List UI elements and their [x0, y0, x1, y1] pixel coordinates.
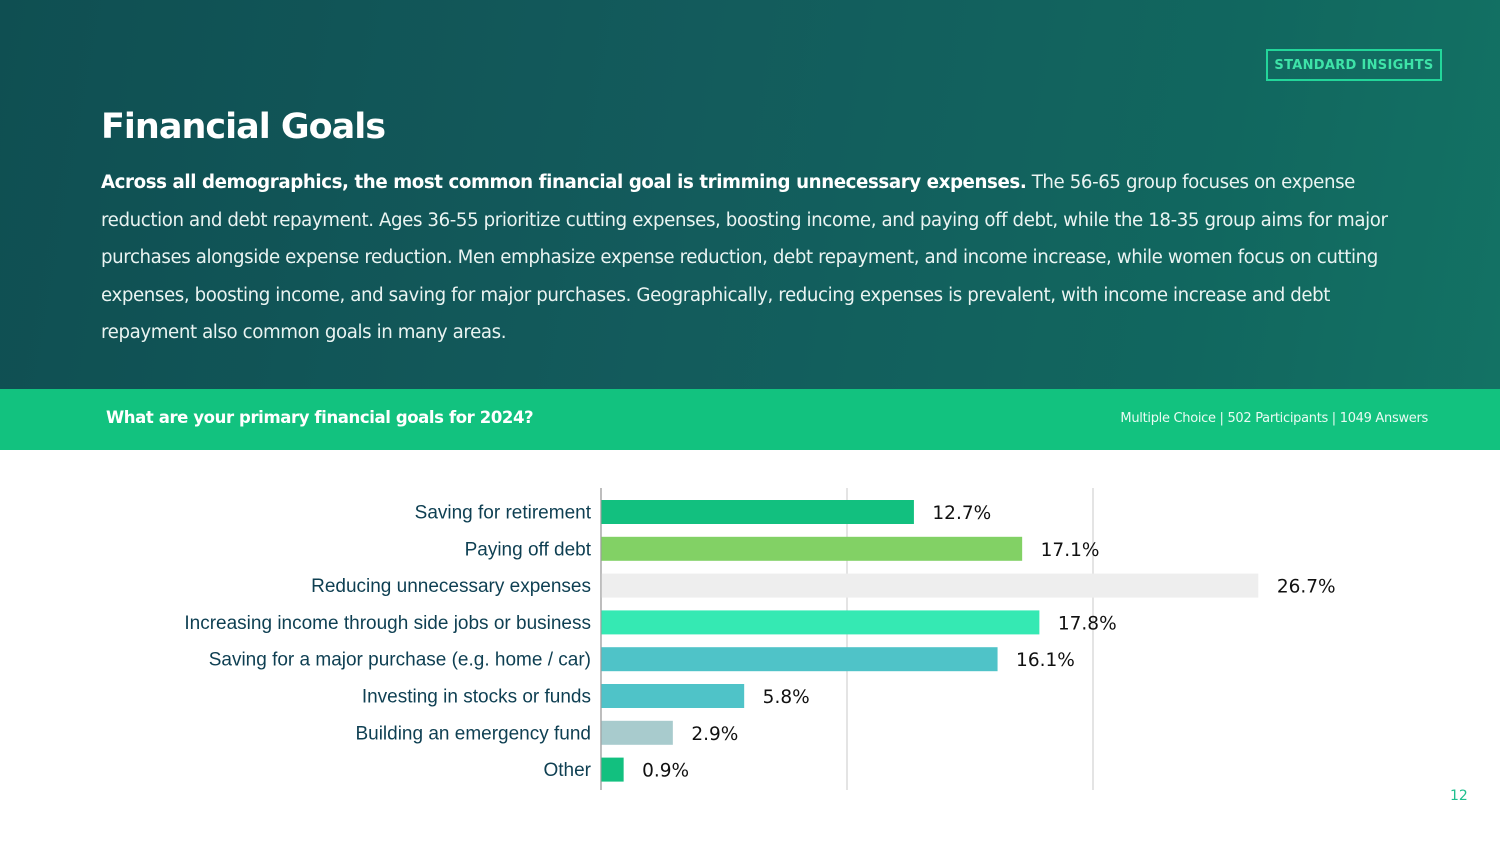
page-title: Financial Goals — [101, 107, 386, 147]
bar-2 — [601, 536, 1023, 561]
category-label-7: Building an emergency fund — [355, 723, 591, 744]
summary-body: The 56-65 group focuses on expense reduc… — [101, 172, 1388, 343]
category-label-3: Reducing unnecessary expenses — [311, 576, 591, 597]
category-label-8: Other — [543, 760, 591, 781]
category-label-1: Saving for retirement — [415, 503, 592, 524]
value-label-7: 2.9% — [691, 724, 738, 745]
category-label-2: Paying off debt — [465, 539, 592, 560]
value-label-3: 26.7% — [1277, 577, 1336, 598]
header-panel: STANDARD INSIGHTS Financial Goals Across… — [0, 0, 1500, 389]
bar-5 — [601, 647, 998, 672]
value-label-5: 16.1% — [1016, 650, 1075, 671]
bar-1 — [601, 500, 914, 524]
bar-6 — [601, 684, 745, 708]
summary-highlight: Across all demographics, the most common… — [101, 172, 1027, 193]
standard-insights-badge: STANDARD INSIGHTS — [1266, 49, 1442, 81]
value-label-8: 0.9% — [642, 761, 689, 782]
page-number: 12 — [1450, 788, 1468, 804]
category-label-5: Saving for a major purchase (e.g. home /… — [209, 650, 591, 671]
value-label-6: 5.8% — [763, 687, 810, 708]
bar-3 — [601, 573, 1259, 598]
summary-text: Across all demographics, the most common… — [101, 164, 1401, 352]
value-label-1: 12.7% — [932, 503, 991, 524]
value-label-2: 17.1% — [1041, 540, 1100, 561]
bar-8 — [601, 757, 624, 782]
category-label-4: Increasing income through side jobs or b… — [184, 613, 591, 634]
survey-meta: Multiple Choice | 502 Participants | 104… — [1120, 411, 1428, 426]
value-label-4: 17.8% — [1058, 613, 1117, 634]
category-label-6: Investing in stocks or funds — [362, 687, 591, 708]
survey-question: What are your primary financial goals fo… — [106, 408, 534, 427]
bar-4 — [601, 610, 1040, 635]
bar-7 — [601, 720, 673, 745]
financial-goals-bar-chart: Saving for retirement 12.7% Paying off deb… — [184, 488, 1336, 790]
question-bar: What are your primary financial goals fo… — [0, 389, 1500, 450]
